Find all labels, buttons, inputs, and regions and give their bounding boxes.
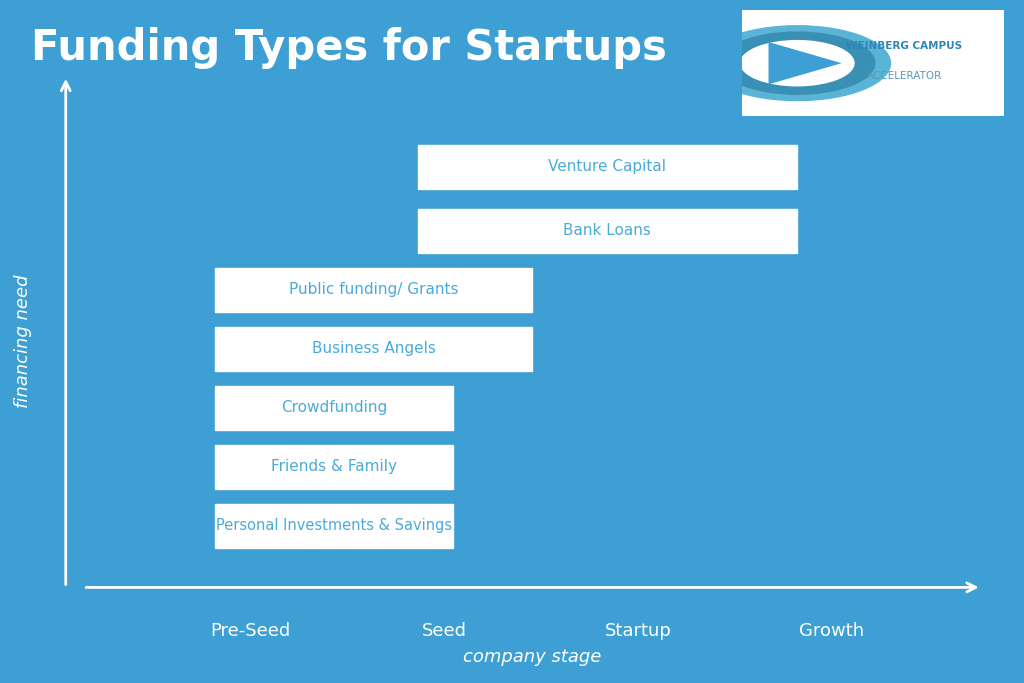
Text: Growth: Growth [800, 622, 864, 640]
Text: Funding Types for Startups: Funding Types for Startups [31, 27, 667, 69]
Text: company stage: company stage [463, 648, 602, 666]
Text: Startup: Startup [605, 622, 672, 640]
FancyBboxPatch shape [215, 326, 532, 371]
FancyBboxPatch shape [215, 268, 532, 312]
Text: Seed: Seed [422, 622, 467, 640]
Text: Crowdfunding: Crowdfunding [282, 400, 387, 415]
Polygon shape [768, 42, 842, 84]
FancyBboxPatch shape [215, 386, 454, 430]
FancyBboxPatch shape [418, 209, 797, 253]
Circle shape [719, 31, 876, 95]
Text: WEINBERG CAMPUS: WEINBERG CAMPUS [846, 41, 963, 51]
Text: Personal Investments & Savings: Personal Investments & Savings [216, 518, 453, 533]
Text: Friends & Family: Friends & Family [271, 460, 397, 475]
Circle shape [703, 25, 891, 101]
FancyBboxPatch shape [215, 504, 454, 548]
Text: Pre-Seed: Pre-Seed [211, 622, 291, 640]
FancyBboxPatch shape [418, 145, 797, 189]
Text: Venture Capital: Venture Capital [548, 159, 667, 174]
Text: Public funding/ Grants: Public funding/ Grants [289, 282, 459, 297]
Text: financing need: financing need [13, 275, 32, 408]
Text: Business Angels: Business Angels [312, 342, 436, 357]
FancyBboxPatch shape [215, 445, 454, 489]
Text: Bank Loans: Bank Loans [563, 223, 651, 238]
Text: ACCELERATOR: ACCELERATOR [866, 71, 942, 81]
Circle shape [739, 40, 855, 87]
